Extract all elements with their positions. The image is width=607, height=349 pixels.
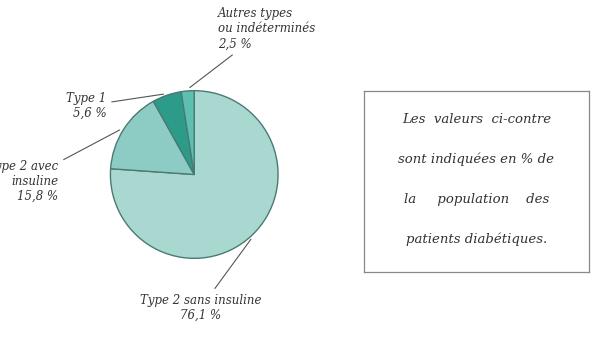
Text: Autres types
ou indéterminés
2,5 %: Autres types ou indéterminés 2,5 %: [190, 7, 315, 88]
Wedge shape: [154, 92, 194, 174]
Text: patients diabétiques.: patients diabétiques.: [406, 233, 547, 246]
Wedge shape: [110, 91, 278, 258]
Text: sont indiquées en % de: sont indiquées en % de: [398, 153, 555, 166]
Wedge shape: [181, 91, 194, 174]
Text: Les  valeurs  ci-contre: Les valeurs ci-contre: [402, 113, 551, 126]
Text: Type 1
5,6 %: Type 1 5,6 %: [66, 92, 163, 120]
Text: Type 2 avec
insuline
15,8 %: Type 2 avec insuline 15,8 %: [0, 130, 120, 203]
Text: la     population    des: la population des: [404, 193, 549, 206]
Wedge shape: [110, 101, 194, 174]
Text: Type 2 sans insuline
76,1 %: Type 2 sans insuline 76,1 %: [140, 239, 262, 321]
